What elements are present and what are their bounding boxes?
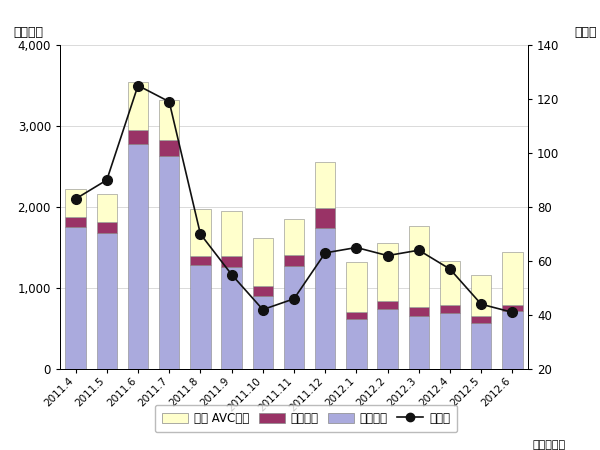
- Bar: [128, 130, 148, 144]
- Bar: [377, 309, 398, 369]
- Bar: [440, 313, 460, 369]
- Bar: [190, 209, 211, 256]
- Bar: [221, 267, 242, 369]
- Bar: [409, 316, 429, 369]
- Bar: [377, 243, 398, 301]
- Bar: [440, 261, 460, 305]
- Bar: [284, 266, 304, 369]
- Bar: [159, 156, 179, 369]
- Bar: [502, 252, 523, 306]
- Bar: [440, 305, 460, 313]
- Bar: [97, 233, 117, 369]
- Bar: [409, 307, 429, 316]
- Bar: [159, 140, 179, 156]
- Bar: [221, 256, 242, 267]
- Bar: [253, 238, 273, 286]
- Bar: [471, 315, 491, 323]
- Legend: カー AVC機器, 音声機器, 映像機器, 前年比: カー AVC機器, 音声機器, 映像機器, 前年比: [155, 405, 457, 432]
- Bar: [221, 211, 242, 256]
- Bar: [471, 275, 491, 315]
- Bar: [190, 266, 211, 369]
- Bar: [502, 311, 523, 369]
- Bar: [315, 208, 335, 228]
- Bar: [346, 262, 367, 312]
- Bar: [159, 100, 179, 140]
- Bar: [377, 301, 398, 309]
- Bar: [190, 256, 211, 266]
- Bar: [253, 286, 273, 296]
- Text: （年・月）: （年・月）: [533, 440, 566, 450]
- Text: （％）: （％）: [575, 26, 598, 39]
- Bar: [128, 144, 148, 369]
- Bar: [315, 162, 335, 208]
- Bar: [65, 189, 86, 217]
- Bar: [502, 306, 523, 311]
- Bar: [97, 194, 117, 222]
- Bar: [315, 228, 335, 369]
- Bar: [128, 82, 148, 130]
- Bar: [346, 319, 367, 369]
- Bar: [284, 219, 304, 255]
- Bar: [346, 312, 367, 319]
- Text: （億円）: （億円）: [13, 26, 43, 39]
- Bar: [65, 227, 86, 369]
- Bar: [409, 226, 429, 307]
- Bar: [471, 323, 491, 369]
- Bar: [284, 255, 304, 266]
- Bar: [97, 222, 117, 233]
- Bar: [65, 217, 86, 227]
- Bar: [253, 296, 273, 369]
